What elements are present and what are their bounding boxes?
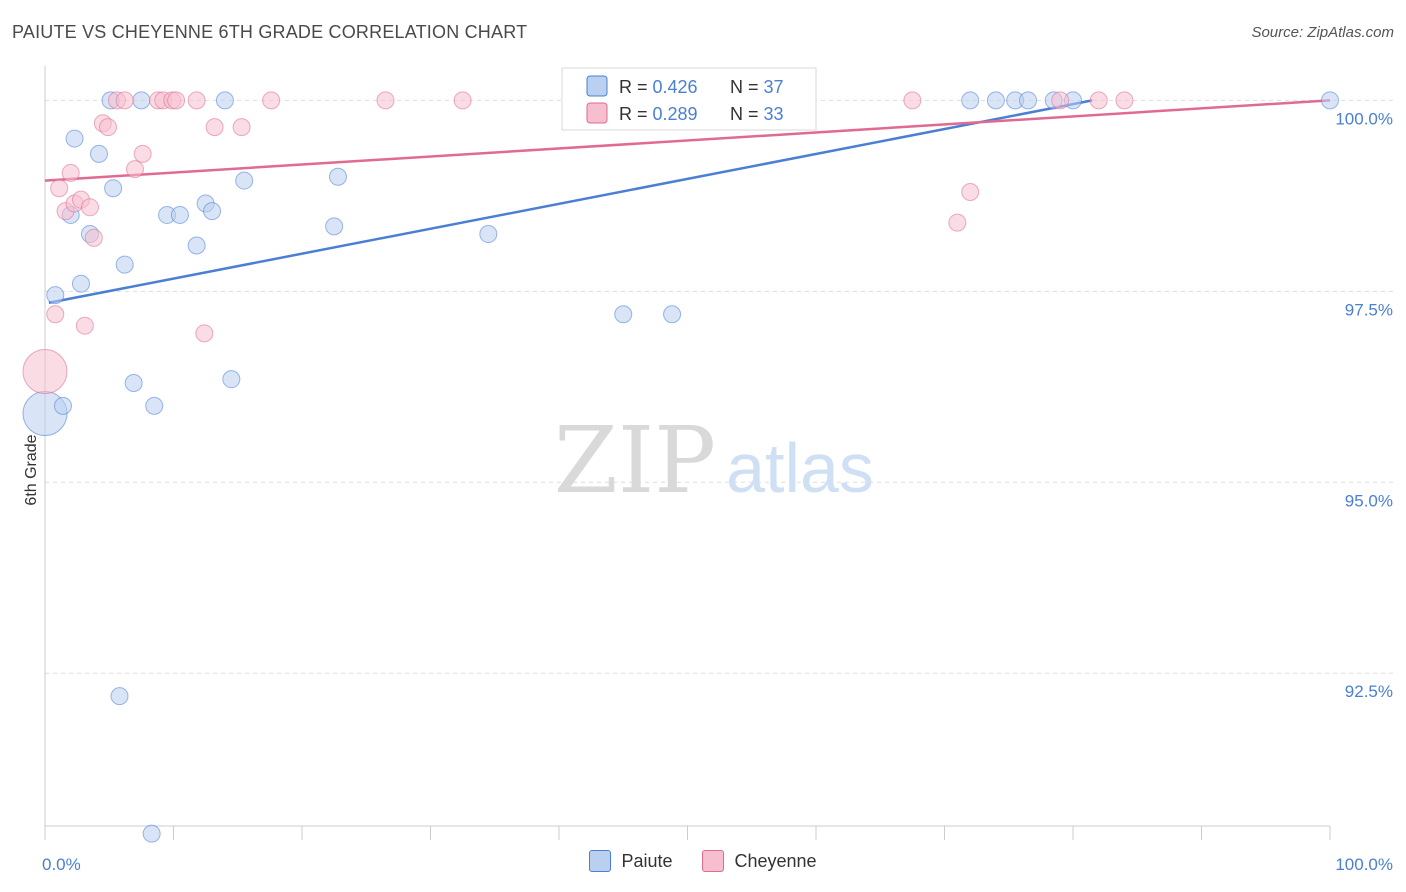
paiute-point-29 <box>961 91 980 110</box>
cheyenne-point-19 <box>167 91 186 110</box>
paiute-trendline <box>48 99 1093 305</box>
legend-r-label-1: R = <box>619 104 653 124</box>
paiute-point-25 <box>328 167 347 186</box>
cheyenne-point-14 <box>125 160 144 179</box>
paiute-point-15 <box>142 824 161 843</box>
cheyenne-point-20 <box>187 91 206 110</box>
legend-item-paiute: Paiute <box>589 850 672 872</box>
watermark-zip: ZIP <box>554 407 716 514</box>
y-axis-label: 6th Grade <box>23 434 40 505</box>
svg-text:N = 37: N = 37 <box>730 77 784 97</box>
paiute-point-24 <box>325 217 344 236</box>
paiute-point-28 <box>663 305 682 324</box>
cheyenne-point-31 <box>1089 91 1108 110</box>
watermark-atlas: atlas <box>726 429 874 507</box>
points <box>22 91 1339 843</box>
y-tick-label-2: 97.5% <box>1345 300 1393 319</box>
legend-n-value-1: 33 <box>764 104 784 124</box>
cheyenne-point-0 <box>22 349 68 395</box>
paiute-point-30 <box>986 91 1005 110</box>
legend-item-cheyenne: Cheyenne <box>702 850 817 872</box>
paiute-point-35 <box>1321 91 1339 110</box>
y-tick-label-1: 95.0% <box>1345 491 1393 510</box>
paiute-point-20 <box>203 202 222 221</box>
x-tick-label-1: 100.0% <box>1335 855 1393 874</box>
source-label: Source: ZipAtlas.com <box>1251 24 1394 41</box>
svg-text:N = 33: N = 33 <box>730 104 784 124</box>
legend-label-paiute: Paiute <box>621 850 673 871</box>
tick-labels: 92.5% 95.0% 97.5% 100.0% 0.0% 100.0% <box>42 109 1393 874</box>
svg-text:R = 0.426: R = 0.426 <box>619 77 698 97</box>
legend-swatch-cheyenne <box>586 102 608 124</box>
svg-text:R = 0.289: R = 0.289 <box>619 104 698 124</box>
series-legend: Paiute Cheyenne <box>0 850 1406 872</box>
trendlines <box>44 99 1331 305</box>
paiute-point-11 <box>115 255 134 274</box>
cheyenne-point-9 <box>84 228 103 247</box>
paiute-point-9 <box>104 179 123 198</box>
stats-legend: R = 0.426 N = 37 R = 0.289 N = 33 <box>561 67 817 131</box>
cheyenne-point-7 <box>75 316 94 335</box>
legend-r-label-0: R = <box>619 77 653 97</box>
paiute-point-21 <box>215 91 234 110</box>
cheyenne-point-4 <box>61 163 80 182</box>
cheyenne-trendline <box>44 99 1331 182</box>
paiute-point-26 <box>479 225 498 244</box>
paiute-point-2 <box>53 396 72 415</box>
cheyenne-point-13 <box>115 91 134 110</box>
cheyenne-point-2 <box>50 179 69 198</box>
y-tick-label-0: 92.5% <box>1345 682 1393 701</box>
cheyenne-point-28 <box>948 213 967 232</box>
paiute-point-22 <box>222 370 241 389</box>
paiute-swatch <box>589 850 612 872</box>
cheyenne-point-22 <box>205 118 224 137</box>
paiute-point-10 <box>110 687 129 706</box>
cheyenne-point-25 <box>376 91 395 110</box>
axes <box>44 66 1331 840</box>
paiute-point-14 <box>145 396 164 415</box>
cheyenne-point-24 <box>262 91 281 110</box>
paiute-point-12 <box>124 373 143 392</box>
legend-n-value-0: 37 <box>764 77 784 97</box>
cheyenne-point-8 <box>80 198 99 217</box>
cheyenne-point-11 <box>98 118 117 137</box>
cheyenne-point-27 <box>903 91 922 110</box>
chart-title: PAIUTE VS CHEYENNE 6TH GRADE CORRELATION… <box>12 22 528 42</box>
legend-label-cheyenne: Cheyenne <box>734 850 817 871</box>
legend-swatch-paiute <box>586 75 608 97</box>
legend-n-label-0: N = <box>730 77 764 97</box>
cheyenne-point-30 <box>1051 91 1070 110</box>
paiute-point-32 <box>1019 91 1038 110</box>
paiute-point-13 <box>132 91 151 110</box>
cheyenne-point-26 <box>453 91 472 110</box>
cheyenne-point-32 <box>1115 91 1134 110</box>
legend-r-value-0: 0.426 <box>653 77 698 97</box>
legend-r-value-1: 0.289 <box>653 104 698 124</box>
cheyenne-point-21 <box>195 324 214 343</box>
paiute-point-18 <box>187 236 206 255</box>
cheyenne-point-15 <box>133 144 152 163</box>
paiute-point-17 <box>170 205 189 224</box>
paiute-point-5 <box>71 274 90 293</box>
y-tick-label-3: 100.0% <box>1335 109 1393 128</box>
paiute-point-7 <box>89 144 108 163</box>
legend-n-label-1: N = <box>730 104 764 124</box>
paiute-point-27 <box>614 305 633 324</box>
cheyenne-point-23 <box>232 118 251 137</box>
cheyenne-point-29 <box>961 183 980 202</box>
paiute-point-1 <box>46 286 65 305</box>
paiute-point-4 <box>65 129 84 148</box>
x-tick-label-0: 0.0% <box>42 855 81 874</box>
watermark: ZIP atlas <box>554 407 874 514</box>
paiute-point-23 <box>235 171 254 190</box>
cheyenne-swatch <box>702 850 725 872</box>
cheyenne-point-1 <box>46 305 65 324</box>
